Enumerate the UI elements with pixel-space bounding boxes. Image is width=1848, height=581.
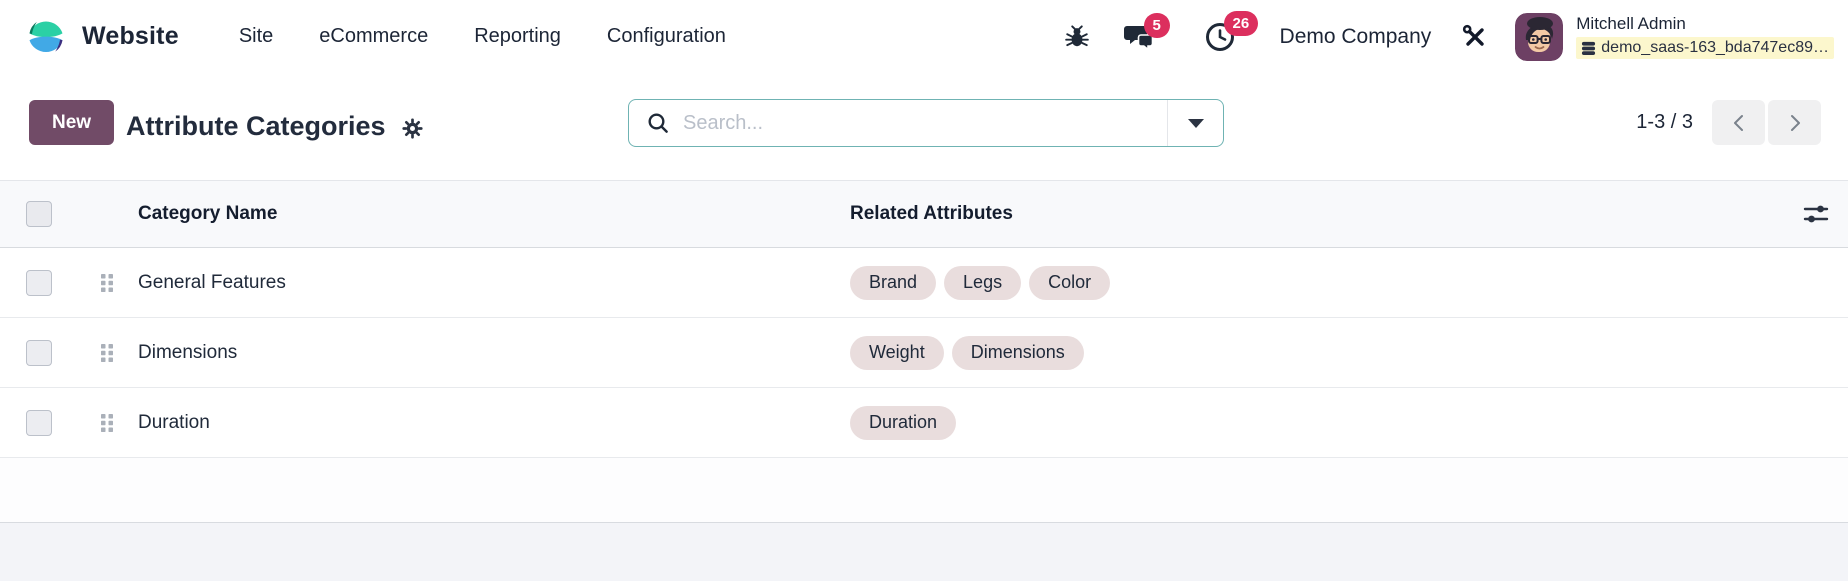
control-panel: New Attribute Categories — [0, 73, 1848, 180]
pager-previous-button[interactable] — [1712, 100, 1765, 145]
attribute-tag: Brand — [850, 265, 937, 300]
category-name-cell: Dimensions — [138, 341, 238, 363]
attribute-tags: Brand Legs Color — [850, 265, 1848, 300]
content-background — [0, 523, 1848, 581]
category-name-cell: General Features — [138, 271, 286, 293]
attribute-tags: Duration — [850, 405, 1848, 440]
row-checkbox[interactable] — [26, 339, 52, 366]
attribute-tag: Color — [1029, 265, 1111, 300]
chevron-right-icon — [1790, 114, 1800, 131]
activities-badge: 26 — [1223, 10, 1259, 36]
pager-range: 1-3 / 3 — [1636, 111, 1693, 133]
table-filler — [0, 458, 1848, 523]
messages-badge: 5 — [1143, 12, 1170, 38]
chevron-left-icon — [1733, 114, 1743, 131]
company-switcher[interactable]: Demo Company — [1279, 24, 1432, 48]
user-name: Mitchell Admin — [1576, 14, 1686, 33]
website-app-logo-icon — [29, 20, 63, 52]
column-header-related-attributes[interactable]: Related Attributes — [850, 203, 1013, 224]
table-row[interactable]: General Features Brand Legs Color — [0, 248, 1848, 318]
table-header: Category Name Related Attributes — [0, 180, 1848, 248]
drag-handle-icon[interactable] — [100, 412, 118, 434]
drag-handle-icon[interactable] — [100, 342, 118, 364]
select-all-checkbox[interactable] — [26, 201, 52, 227]
activities-icon[interactable]: 26 — [1204, 10, 1259, 53]
attribute-tag: Duration — [850, 405, 957, 440]
database-name: demo_saas-163_bda747ec89… — [1601, 39, 1829, 56]
attribute-tags: Weight Dimensions — [850, 335, 1848, 370]
pager-next-button[interactable] — [1768, 100, 1821, 145]
table-row[interactable]: Duration Duration — [0, 388, 1848, 458]
search-bar — [628, 99, 1224, 147]
messages-icon[interactable]: 5 — [1123, 12, 1170, 51]
drag-handle-icon[interactable] — [100, 272, 118, 294]
top-navbar: Website Site eCommerce Reporting Configurat… — [0, 0, 1848, 73]
column-header-category-name[interactable]: Category Name — [138, 203, 278, 224]
avatar — [1515, 12, 1564, 61]
menu-reporting[interactable]: Reporting — [474, 25, 561, 47]
list-view: Category Name Related Attributes General… — [0, 180, 1848, 581]
table-body: General Features Brand Legs Color Dimensio… — [0, 248, 1848, 458]
table-row[interactable]: Dimensions Weight Dimensions — [0, 318, 1848, 388]
new-button[interactable]: New — [29, 100, 115, 145]
database-icon — [1582, 41, 1596, 56]
top-menus: Site eCommerce Reporting Configuration — [239, 25, 726, 48]
gear-icon[interactable] — [401, 113, 424, 140]
caret-down-icon — [1187, 118, 1204, 128]
app-name: Website — [82, 22, 179, 50]
tools-icon[interactable] — [1461, 23, 1489, 51]
optional-columns-icon[interactable] — [1803, 202, 1829, 226]
user-menu[interactable]: Mitchell Admin demo_saas-163_bda747ec89… — [1515, 12, 1834, 61]
bug-icon[interactable] — [1064, 24, 1090, 50]
menu-ecommerce[interactable]: eCommerce — [319, 25, 429, 47]
menu-site[interactable]: Site — [238, 25, 274, 47]
attribute-tag: Weight — [850, 335, 944, 370]
search-icon — [648, 113, 668, 133]
row-checkbox[interactable] — [26, 409, 52, 436]
systray: 5 26 Demo Company — [1064, 10, 1834, 61]
attribute-tag: Legs — [944, 265, 1022, 300]
row-checkbox[interactable] — [26, 269, 52, 296]
category-name-cell: Duration — [138, 411, 210, 433]
search-dropdown-toggle[interactable] — [1167, 100, 1223, 146]
attribute-tag: Dimensions — [951, 335, 1084, 370]
menu-configuration[interactable]: Configuration — [606, 25, 726, 47]
app-menu-toggle[interactable]: Website — [24, 15, 179, 59]
database-badge: demo_saas-163_bda747ec89… — [1576, 37, 1834, 59]
page-title: Attribute Categories — [126, 111, 386, 141]
pager: 1-3 / 3 — [1636, 100, 1821, 145]
search-input[interactable] — [683, 100, 1167, 146]
